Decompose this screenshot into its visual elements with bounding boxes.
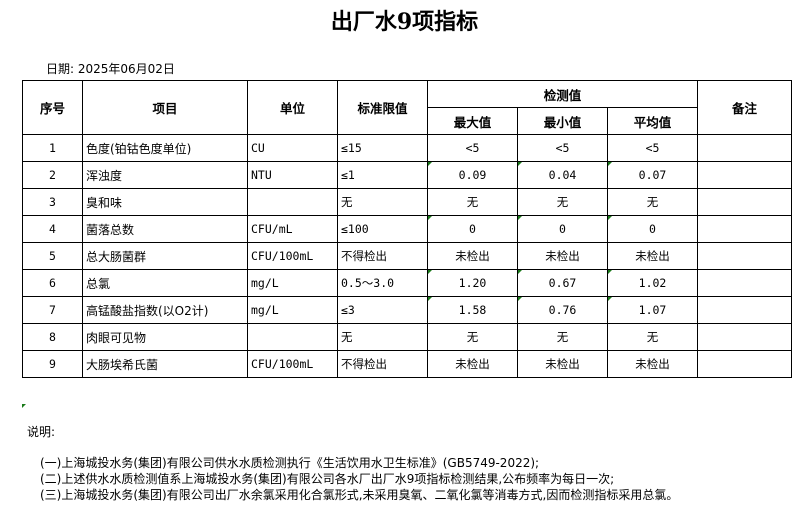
cell-min: 0.04 (517, 161, 608, 189)
cell-item: 大肠埃希氏菌 (82, 350, 248, 378)
cell-avg: 无 (607, 188, 698, 216)
cell-no: 3 (22, 188, 83, 216)
cell-remark (697, 134, 792, 162)
cell-marker-icon (22, 404, 26, 408)
cell-max: 无 (427, 188, 518, 216)
notes-heading: 说明: (27, 425, 56, 439)
cell-item: 臭和味 (82, 188, 248, 216)
header-avg: 平均值 (607, 107, 698, 135)
header-unit: 单位 (247, 80, 338, 135)
note-3: (三)上海城投水务(集团)有限公司出厂水余氯采用化合氯形式,未采用臭氧、二氧化氯… (40, 488, 679, 502)
table-row: 8 肉眼可见物无无无无 (22, 323, 792, 351)
table-row: 5 总大肠菌群 CFU/100mL 不得检出 未检出 未检出 未检出 (22, 242, 792, 270)
header-min: 最小值 (517, 107, 608, 135)
cell-avg: 1.02 (607, 269, 698, 297)
cell-max: 未检出 (427, 242, 518, 270)
cell-avg: 未检出 (607, 350, 698, 378)
cell-no: 6 (22, 269, 83, 297)
cell-unit: mg/L (247, 269, 338, 297)
table-row: 2 浑浊度 NTU ≤1 0.09 0.04 0.07 (22, 161, 792, 189)
cell-limit: 不得检出 (337, 242, 428, 270)
page-title: 出厂水9项指标 (330, 9, 479, 35)
cell-unit (247, 188, 338, 216)
header-no: 序号 (22, 80, 83, 135)
cell-unit: CFU/mL (247, 215, 338, 243)
cell-unit: CU (247, 134, 338, 162)
note-1: (一)上海城投水务(集团)有限公司供水水质检测执行《生活饮用水卫生标准》(GB5… (40, 456, 540, 470)
report-date: 日期: 2025年06月02日 (46, 62, 175, 76)
cell-remark (697, 323, 792, 351)
cell-unit: CFU/100mL (247, 350, 338, 378)
cell-min: <5 (517, 134, 608, 162)
cell-remark (697, 350, 792, 378)
cell-limit: ≤1 (337, 161, 428, 189)
cell-item: 高锰酸盐指数(以O2计) (82, 296, 248, 324)
cell-limit: 无 (337, 323, 428, 351)
cell-limit: 无 (337, 188, 428, 216)
cell-limit: ≤3 (337, 296, 428, 324)
cell-max: 0 (427, 215, 518, 243)
cell-item: 肉眼可见物 (82, 323, 248, 351)
cell-item: 色度(铂钴色度单位) (82, 134, 248, 162)
cell-remark (697, 296, 792, 324)
header-measured: 检测值 (427, 80, 698, 108)
cell-avg: 0 (607, 215, 698, 243)
cell-avg: 1.07 (607, 296, 698, 324)
cell-avg: 无 (607, 323, 698, 351)
cell-limit: 不得检出 (337, 350, 428, 378)
cell-item: 总氯 (82, 269, 248, 297)
cell-item: 总大肠菌群 (82, 242, 248, 270)
water-quality-table: 序号 项目 单位 标准限值 检测值 备注 最大值 最小值 平均值 1 色度(铂钴色… (22, 80, 792, 378)
notes: (一)上海城投水务(集团)有限公司供水水质检测执行《生活饮用水卫生标准》(GB5… (40, 455, 678, 503)
cell-remark (697, 242, 792, 270)
cell-min: 0 (517, 215, 608, 243)
header-limit: 标准限值 (337, 80, 428, 135)
cell-max: 1.20 (427, 269, 518, 297)
cell-remark (697, 215, 792, 243)
cell-avg: 未检出 (607, 242, 698, 270)
cell-limit: 0.5～3.0 (337, 269, 428, 297)
cell-no: 8 (22, 323, 83, 351)
cell-item: 浑浊度 (82, 161, 248, 189)
cell-min: 无 (517, 188, 608, 216)
cell-no: 4 (22, 215, 83, 243)
cell-remark (697, 161, 792, 189)
cell-unit: CFU/100mL (247, 242, 338, 270)
cell-min: 0.67 (517, 269, 608, 297)
cell-limit: ≤100 (337, 215, 428, 243)
cell-min: 0.76 (517, 296, 608, 324)
cell-item: 菌落总数 (82, 215, 248, 243)
cell-no: 2 (22, 161, 83, 189)
cell-max: 无 (427, 323, 518, 351)
cell-no: 9 (22, 350, 83, 378)
table-row: 3 臭和味无无无无 (22, 188, 792, 216)
cell-max: 0.09 (427, 161, 518, 189)
header-remark: 备注 (697, 80, 792, 135)
cell-no: 1 (22, 134, 83, 162)
cell-unit: mg/L (247, 296, 338, 324)
cell-unit (247, 323, 338, 351)
header-max: 最大值 (427, 107, 518, 135)
cell-no: 7 (22, 296, 83, 324)
header-item: 项目 (82, 80, 248, 135)
cell-unit: NTU (247, 161, 338, 189)
cell-max: <5 (427, 134, 518, 162)
note-2: (二)上述供水水质检测值系上海城投水务(集团)有限公司各水厂出厂水9项指标检测结… (40, 472, 615, 486)
table-row: 4 菌落总数 CFU/mL ≤100 0 0 0 (22, 215, 792, 243)
table-row: 6 总氯 mg/L 0.5～3.0 1.20 0.67 1.02 (22, 269, 792, 297)
cell-remark (697, 269, 792, 297)
cell-min: 无 (517, 323, 608, 351)
cell-min: 未检出 (517, 242, 608, 270)
cell-avg: 0.07 (607, 161, 698, 189)
cell-max: 1.58 (427, 296, 518, 324)
table-row: 7 高锰酸盐指数(以O2计) mg/L ≤3 1.58 0.76 1.07 (22, 296, 792, 324)
table-row: 1 色度(铂钴色度单位) CU ≤15 <5 <5 <5 (22, 134, 792, 162)
cell-min: 未检出 (517, 350, 608, 378)
cell-remark (697, 188, 792, 216)
cell-avg: <5 (607, 134, 698, 162)
table-row: 9 大肠埃希氏菌 CFU/100mL 不得检出 未检出 未检出 未检出 (22, 350, 792, 378)
cell-max: 未检出 (427, 350, 518, 378)
cell-no: 5 (22, 242, 83, 270)
cell-limit: ≤15 (337, 134, 428, 162)
